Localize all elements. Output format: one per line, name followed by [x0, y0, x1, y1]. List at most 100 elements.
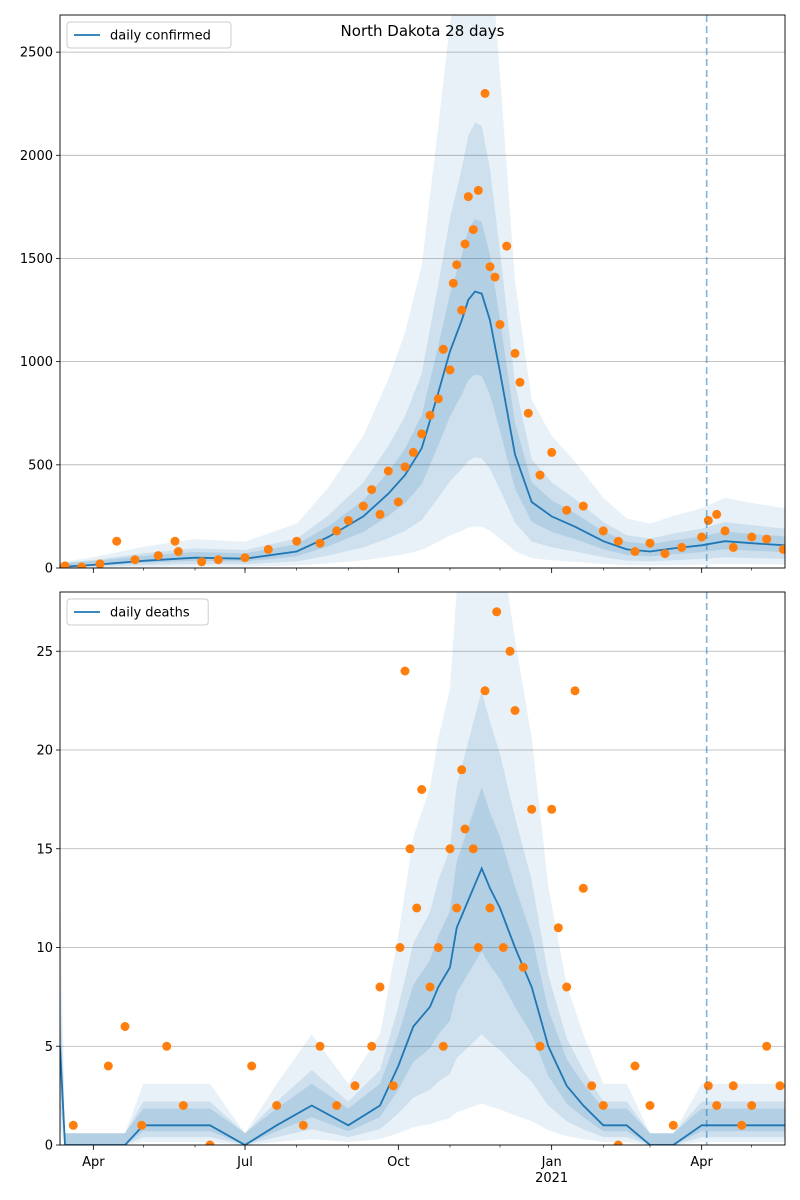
data-point	[463, 192, 473, 202]
data-point	[570, 686, 580, 696]
data-point	[408, 447, 418, 457]
data-point	[553, 923, 563, 933]
data-point	[535, 470, 545, 480]
data-point	[332, 1101, 342, 1110]
data-point	[272, 1101, 282, 1110]
data-point	[490, 272, 500, 282]
data-point	[518, 962, 528, 972]
series-line	[60, 290, 785, 568]
data-point	[703, 516, 713, 525]
y-tick-label: 500	[28, 458, 53, 473]
data-point	[480, 88, 490, 98]
data-point	[587, 1081, 597, 1091]
uncertainty-band	[60, 592, 785, 1145]
plot-area	[60, 15, 785, 568]
data-point	[578, 883, 588, 893]
data-point	[645, 538, 655, 548]
data-point	[178, 1101, 188, 1110]
legend-label: daily deaths	[110, 606, 190, 621]
data-point	[417, 429, 427, 439]
data-point	[425, 410, 435, 420]
data-point	[367, 1041, 377, 1051]
data-point	[350, 1081, 360, 1091]
data-point	[395, 943, 405, 952]
data-point	[712, 1101, 722, 1110]
data-point	[445, 844, 455, 854]
x-tick-label: Jan	[541, 1155, 562, 1170]
y-tick-label: 5	[45, 1040, 53, 1055]
data-point	[613, 1140, 623, 1145]
data-point	[645, 1101, 655, 1110]
data-point	[703, 1081, 713, 1091]
y-tick-label: 20	[36, 744, 53, 759]
uncertainty-band	[60, 15, 785, 568]
data-point	[433, 943, 443, 952]
series-line	[60, 866, 785, 1145]
y-tick-label: 0	[45, 562, 53, 577]
data-point	[298, 1120, 308, 1130]
data-point	[660, 549, 670, 559]
data-point	[515, 377, 525, 387]
data-point	[737, 1120, 747, 1130]
data-point	[452, 903, 462, 913]
data-point	[448, 278, 458, 288]
data-point	[393, 497, 403, 507]
data-point	[527, 804, 537, 814]
y-tick-label: 1000	[20, 355, 53, 370]
y-tick-label: 15	[36, 842, 53, 857]
data-point	[77, 562, 87, 568]
data-point	[505, 646, 515, 656]
data-point	[547, 447, 557, 457]
data-point	[613, 536, 623, 546]
uncertainty-band	[60, 787, 785, 1145]
data-point	[535, 1041, 545, 1051]
y-tick-label: 2000	[20, 149, 53, 164]
data-point	[460, 239, 470, 249]
data-point	[170, 536, 180, 546]
legend-label: daily confirmed	[110, 29, 211, 44]
data-point	[668, 1120, 678, 1130]
axes-frame	[59, 14, 786, 569]
data-point	[468, 844, 478, 854]
data-point	[388, 1081, 398, 1091]
data-point	[130, 555, 140, 565]
data-point	[452, 260, 462, 270]
data-point	[598, 1101, 608, 1110]
data-point	[343, 516, 353, 525]
data-point	[438, 344, 448, 354]
data-point	[445, 365, 455, 375]
data-point	[697, 532, 707, 542]
data-point	[263, 544, 273, 554]
legend-box	[66, 598, 209, 626]
data-point	[523, 408, 533, 418]
data-point	[510, 348, 520, 358]
data-point	[120, 1022, 130, 1031]
data-point	[562, 505, 572, 515]
data-point	[495, 320, 505, 329]
chart-title: North Dakota 28 days	[341, 22, 505, 40]
data-point	[778, 544, 785, 554]
data-point	[400, 462, 410, 472]
data-point	[95, 559, 105, 568]
y-tick-label: 2500	[20, 46, 53, 61]
data-point	[213, 555, 223, 565]
data-point	[473, 185, 483, 195]
data-point	[173, 547, 183, 556]
data-point	[630, 1061, 640, 1071]
data-point	[68, 1120, 78, 1130]
data-point	[728, 1081, 738, 1091]
data-point	[480, 686, 490, 696]
data-point	[197, 557, 207, 567]
data-point	[510, 706, 520, 715]
data-point	[358, 501, 368, 511]
data-point	[498, 943, 508, 952]
data-point	[762, 1041, 772, 1051]
data-point	[747, 532, 757, 542]
data-point	[315, 538, 325, 548]
data-point	[502, 241, 512, 251]
x-tick-label: Jul	[236, 1155, 253, 1170]
uncertainty-band	[60, 690, 785, 1145]
data-point	[375, 509, 385, 519]
data-point	[433, 394, 443, 404]
